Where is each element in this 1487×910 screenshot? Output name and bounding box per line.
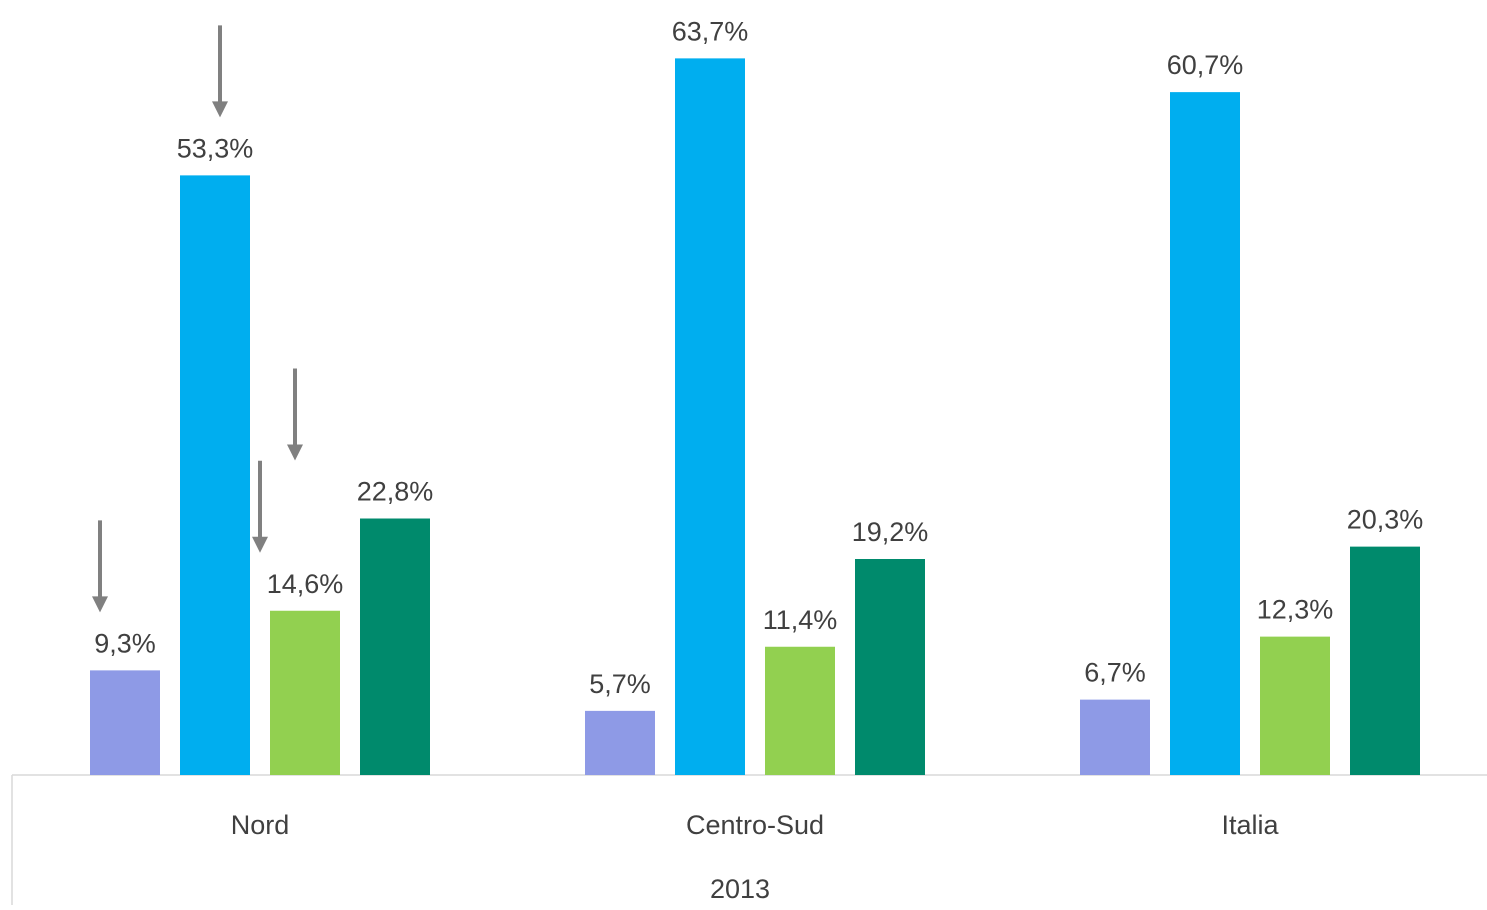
data-label-italia-2: 12,3%: [1257, 595, 1334, 625]
down-arrow-icon: [287, 368, 303, 461]
bars-layer: [90, 58, 1420, 775]
bar-italia-0: [1080, 699, 1150, 775]
data-label-nord-3: 22,8%: [357, 477, 434, 507]
arrows-layer: [92, 25, 303, 613]
bar-centro-sud-3: [855, 559, 925, 775]
data-label-centro-sud-2: 11,4%: [763, 605, 838, 635]
category-label-nord: Nord: [231, 810, 290, 840]
bar-nord-1: [180, 175, 250, 775]
labels-layer: 9,3% 53,3% 14,6% 22,8% Nord 5,7% 63,7% 11,4% 19,…: [94, 16, 1423, 840]
bar-centro-sud-1: [675, 58, 745, 775]
group-label: 2013: [710, 874, 770, 904]
bar-centro-sud-2: [765, 646, 835, 775]
bar-nord-0: [90, 670, 160, 775]
bar-centro-sud-0: [585, 710, 655, 775]
bar-nord-2: [270, 610, 340, 775]
data-label-nord-0: 9,3%: [94, 628, 156, 658]
category-label-centro-sud: Centro-Sud: [686, 810, 824, 840]
down-arrow-icon: [212, 25, 228, 118]
data-label-centro-sud-3: 19,2%: [852, 517, 929, 547]
bar-italia-1: [1170, 92, 1240, 775]
data-label-italia-0: 6,7%: [1084, 658, 1146, 688]
bar-italia-3: [1350, 546, 1420, 775]
data-label-italia-3: 20,3%: [1347, 505, 1424, 535]
data-label-centro-sud-1: 63,7%: [672, 16, 749, 46]
category-label-italia: Italia: [1221, 810, 1279, 840]
data-label-italia-1: 60,7%: [1167, 50, 1244, 80]
data-label-centro-sud-0: 5,7%: [589, 669, 651, 699]
data-label-nord-2: 14,6%: [267, 569, 344, 599]
down-arrow-icon: [252, 460, 268, 553]
bar-italia-2: [1260, 636, 1330, 775]
bar-nord-3: [360, 518, 430, 775]
down-arrow-icon: [92, 520, 108, 613]
axis-layer: [11, 774, 1487, 905]
data-label-nord-1: 53,3%: [177, 133, 254, 163]
